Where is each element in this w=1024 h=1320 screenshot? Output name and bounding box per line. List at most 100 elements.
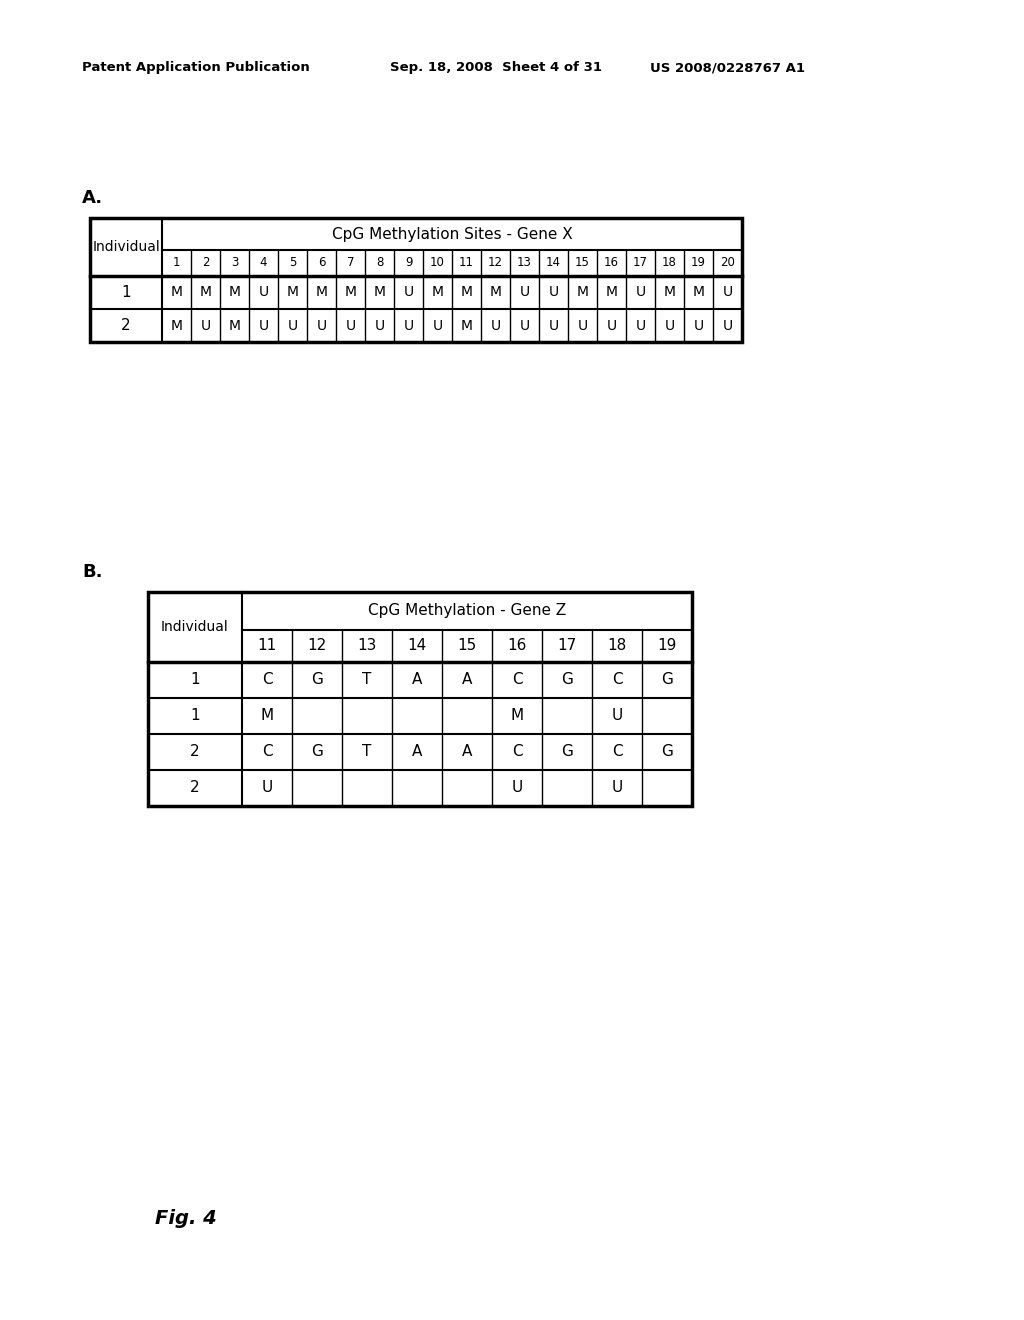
Text: G: G (561, 672, 573, 688)
Text: 1: 1 (173, 256, 180, 269)
Text: 16: 16 (604, 256, 618, 269)
Text: M: M (287, 285, 299, 300)
Text: M: M (664, 285, 676, 300)
Text: M: M (461, 285, 472, 300)
Text: G: G (662, 744, 673, 759)
Text: Fig. 4: Fig. 4 (155, 1209, 217, 1228)
Text: CpG Methylation Sites - Gene X: CpG Methylation Sites - Gene X (332, 227, 572, 242)
Text: U: U (432, 318, 442, 333)
Text: US 2008/0228767 A1: US 2008/0228767 A1 (650, 62, 805, 74)
Text: 1: 1 (121, 285, 131, 300)
Text: G: G (561, 744, 573, 759)
Text: M: M (228, 318, 241, 333)
Text: U: U (261, 780, 272, 796)
Text: 18: 18 (607, 639, 627, 653)
Text: M: M (344, 285, 356, 300)
Text: U: U (519, 285, 529, 300)
Text: U: U (490, 318, 501, 333)
Text: U: U (403, 285, 414, 300)
Text: U: U (636, 318, 645, 333)
Text: U: U (519, 318, 529, 333)
Text: 18: 18 (663, 256, 677, 269)
Text: C: C (262, 744, 272, 759)
Text: U: U (288, 318, 298, 333)
Text: 14: 14 (408, 639, 427, 653)
Text: C: C (611, 744, 623, 759)
Text: A.: A. (82, 189, 103, 207)
Text: U: U (511, 780, 522, 796)
Text: 19: 19 (657, 639, 677, 653)
Text: 15: 15 (458, 639, 476, 653)
Text: U: U (549, 285, 558, 300)
Text: U: U (611, 780, 623, 796)
Text: G: G (311, 672, 323, 688)
Text: 13: 13 (357, 639, 377, 653)
Text: A: A (462, 744, 472, 759)
Text: M: M (489, 285, 502, 300)
Text: A: A (462, 672, 472, 688)
Text: M: M (228, 285, 241, 300)
Text: 10: 10 (430, 256, 445, 269)
Text: U: U (375, 318, 385, 333)
Text: M: M (315, 285, 328, 300)
Text: 16: 16 (507, 639, 526, 653)
Text: U: U (345, 318, 355, 333)
Text: U: U (316, 318, 327, 333)
Text: A: A (412, 672, 422, 688)
Text: G: G (662, 672, 673, 688)
Text: M: M (461, 318, 472, 333)
Text: 20: 20 (720, 256, 735, 269)
Text: C: C (262, 672, 272, 688)
Text: Individual: Individual (161, 620, 229, 634)
Text: T: T (362, 744, 372, 759)
Text: 8: 8 (376, 256, 383, 269)
Text: U: U (606, 318, 616, 333)
Text: M: M (171, 285, 182, 300)
Text: M: M (605, 285, 617, 300)
Text: U: U (578, 318, 588, 333)
Text: 17: 17 (633, 256, 648, 269)
Text: 12: 12 (307, 639, 327, 653)
Text: 2: 2 (190, 780, 200, 796)
Text: 7: 7 (347, 256, 354, 269)
Text: Sep. 18, 2008  Sheet 4 of 31: Sep. 18, 2008 Sheet 4 of 31 (390, 62, 602, 74)
Text: CpG Methylation - Gene Z: CpG Methylation - Gene Z (368, 603, 566, 619)
Text: C: C (611, 672, 623, 688)
Text: M: M (171, 318, 182, 333)
Text: 2: 2 (190, 744, 200, 759)
Text: 1: 1 (190, 709, 200, 723)
Text: 2: 2 (121, 318, 131, 333)
Text: M: M (374, 285, 385, 300)
Text: M: M (431, 285, 443, 300)
Text: U: U (201, 318, 211, 333)
Text: C: C (512, 672, 522, 688)
Text: M: M (260, 709, 273, 723)
Text: Patent Application Publication: Patent Application Publication (82, 62, 309, 74)
Text: 2: 2 (202, 256, 209, 269)
Text: 3: 3 (230, 256, 239, 269)
Text: U: U (636, 285, 645, 300)
Text: U: U (723, 285, 732, 300)
Text: U: U (665, 318, 675, 333)
Text: 14: 14 (546, 256, 561, 269)
Text: 17: 17 (557, 639, 577, 653)
Text: 5: 5 (289, 256, 296, 269)
Text: U: U (611, 709, 623, 723)
Text: 11: 11 (459, 256, 474, 269)
Text: B.: B. (82, 564, 102, 581)
Text: 6: 6 (317, 256, 326, 269)
Text: U: U (549, 318, 558, 333)
Text: U: U (403, 318, 414, 333)
Text: 12: 12 (488, 256, 503, 269)
Text: 13: 13 (517, 256, 531, 269)
Text: 11: 11 (257, 639, 276, 653)
Text: M: M (577, 285, 589, 300)
Text: G: G (311, 744, 323, 759)
Text: Individual: Individual (92, 240, 160, 253)
Text: 9: 9 (404, 256, 413, 269)
Text: 19: 19 (691, 256, 706, 269)
Text: 4: 4 (260, 256, 267, 269)
Text: A: A (412, 744, 422, 759)
Text: M: M (510, 709, 523, 723)
Text: M: M (200, 285, 212, 300)
